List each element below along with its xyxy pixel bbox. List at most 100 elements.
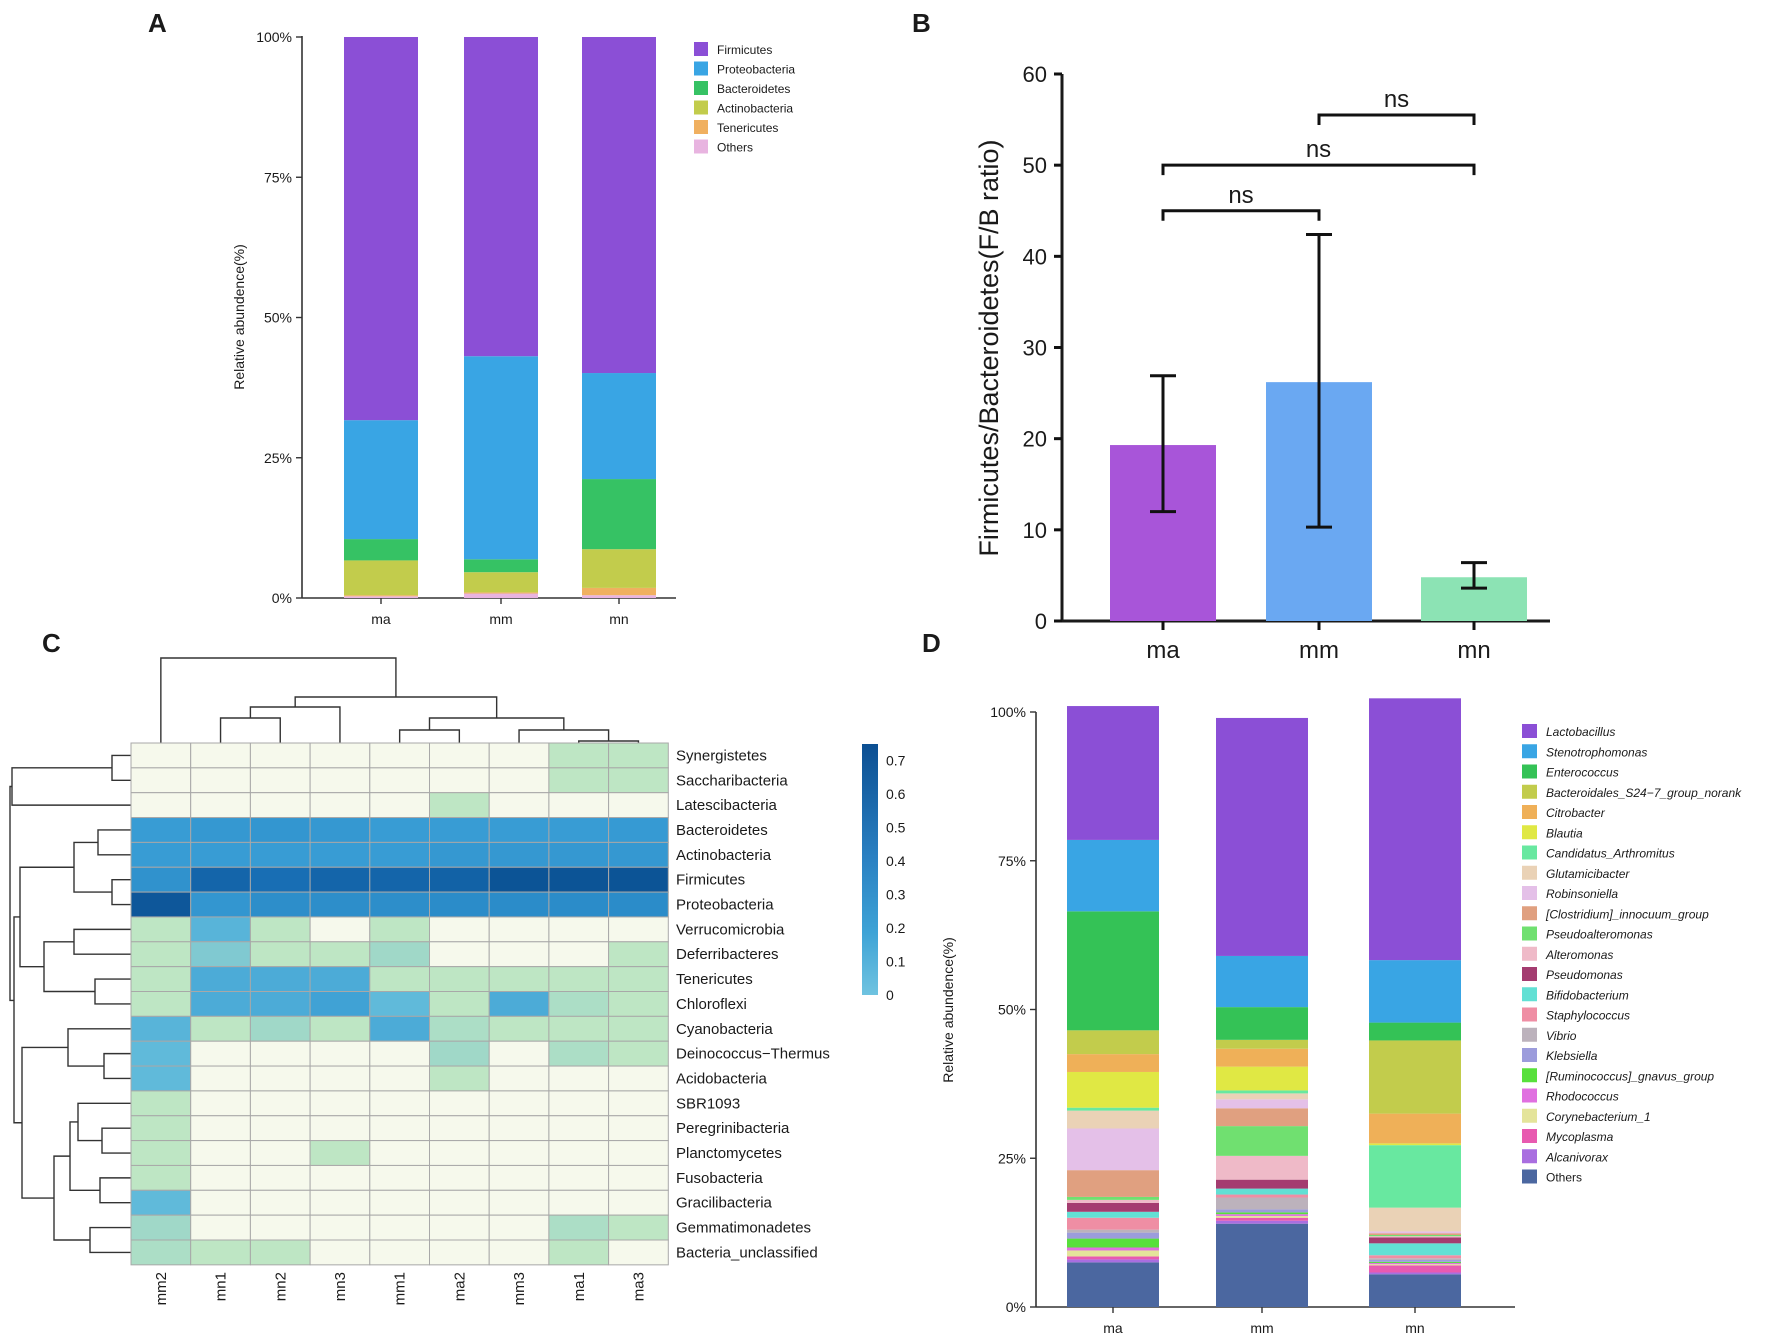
c-heatmap-cell <box>429 1040 490 1067</box>
d-legend-label: Stenotrophomonas <box>1546 745 1647 759</box>
d-bar-mn-20 <box>1369 1022 1461 1041</box>
a-bar-mm-5 <box>464 37 538 357</box>
b-xtick-label: mn <box>1457 637 1490 664</box>
c-heatmap-cell <box>130 1065 192 1092</box>
c-heatmap-cell <box>249 866 311 893</box>
c-row-label: Gemmatimonadetes <box>676 1220 811 1237</box>
c-row-dendrogram-root <box>9 785 14 1002</box>
c-heatmap-cell <box>249 941 311 968</box>
c-heatmap-cell <box>249 1040 311 1067</box>
a-legend-swatch <box>694 139 708 154</box>
c-heatmap-cell <box>429 866 490 893</box>
c-row-dendrogram-branch <box>67 1028 131 1067</box>
d-legend-swatch <box>1522 967 1537 981</box>
c-heatmap-cell <box>608 1115 669 1142</box>
c-heatmap-cell <box>190 1065 251 1092</box>
c-heatmap-cell <box>548 817 610 843</box>
c-row-dendrogram-branch <box>73 841 112 893</box>
c-heatmap-cell <box>309 1115 371 1142</box>
c-heatmap-cell <box>309 841 371 868</box>
c-heatmap-cell <box>309 742 371 769</box>
c-heatmap-cell <box>130 792 192 819</box>
d-legend-swatch <box>1522 1108 1537 1123</box>
c-heatmap-cell <box>488 941 550 968</box>
d-bar-mn-10 <box>1369 1237 1461 1244</box>
a-bar-mn-3 <box>582 479 656 550</box>
c-heatmap-cell <box>309 991 371 1017</box>
d-bar-mn-12 <box>1369 1235 1461 1237</box>
d-xtick-label: mm <box>1250 1320 1273 1336</box>
c-heatmap-cell <box>429 1015 490 1042</box>
c-row-label: Actinobacteria <box>676 847 772 864</box>
d-bar-ma-22 <box>1067 706 1159 840</box>
c-heatmap-cell <box>249 1065 311 1092</box>
a-xtick-label: mn <box>609 611 628 627</box>
a-legend-label: Actinobacteria <box>717 102 793 116</box>
a-legend-label: Tenericutes <box>717 121 778 135</box>
c-heatmap-cell <box>548 1040 610 1067</box>
a-legend-swatch <box>694 120 708 134</box>
c-colorbar-tick-label: 0 <box>886 987 894 1003</box>
d-bar-mm-10 <box>1216 1179 1308 1189</box>
c-row-dendrogram-branch <box>13 916 22 1124</box>
c-heatmap-cell <box>429 1239 490 1266</box>
d-bar-mn-0 <box>1369 1274 1461 1307</box>
c-heatmap-cell <box>429 1214 490 1241</box>
c-heatmap-cell <box>190 841 251 868</box>
a-legend-label: Others <box>717 141 753 155</box>
d-bar-mn-5 <box>1369 1261 1461 1263</box>
c-heatmap-cell <box>369 1090 430 1117</box>
c-row-label: Tenericutes <box>676 971 753 988</box>
d-bar-ma-15 <box>1067 1110 1159 1129</box>
c-heatmap-cell <box>130 916 192 943</box>
c-heatmap-cell <box>369 1040 430 1067</box>
d-bar-mn-15 <box>1369 1207 1461 1232</box>
d-xtick-label: ma <box>1103 1320 1123 1336</box>
d-bar-mn-19 <box>1369 1040 1461 1114</box>
c-row-label: Synergistetes <box>676 747 767 764</box>
d-bar-mn-4 <box>1369 1262 1461 1265</box>
c-heatmap-cell <box>190 1115 251 1142</box>
panel-letter-c: C <box>42 628 61 658</box>
c-heatmap-cell <box>429 1140 490 1166</box>
c-heatmap-cell <box>249 1090 311 1117</box>
c-colorbar-tick-label: 0.1 <box>886 954 906 970</box>
d-bar-mn-2 <box>1369 1265 1461 1273</box>
c-heatmap-cell <box>369 916 430 943</box>
d-bar-mm-17 <box>1216 1066 1308 1091</box>
a-bar-ma-3 <box>344 539 418 561</box>
d-bar-mn-9 <box>1369 1243 1461 1256</box>
a-legend-label: Proteobacteria <box>717 63 795 77</box>
b-significance-label: ns <box>1306 136 1331 163</box>
c-heatmap-cell <box>488 1214 550 1241</box>
d-legend-label: [Ruminococcus]_gnavus_group <box>1545 1069 1714 1083</box>
c-heatmap-cell <box>309 1164 371 1191</box>
panel-d-stacked-bar-chart: Relative abundence(%) 0% 25% 50% 75% 100% ma… <box>940 698 1742 1336</box>
d-bar-mm-7 <box>1216 1197 1308 1210</box>
b-significance-label: ns <box>1228 182 1253 209</box>
d-legend-swatch <box>1522 1149 1537 1164</box>
c-row-dendrogram-branch <box>77 1102 131 1142</box>
c-heatmap-cell <box>190 1164 251 1191</box>
c-heatmap-cell <box>429 941 490 968</box>
c-col-label: ma3 <box>630 1272 647 1301</box>
c-heatmap-cell <box>608 1040 669 1067</box>
d-bar-mm-22 <box>1216 717 1308 956</box>
c-column-dendrogram-branch <box>428 717 565 730</box>
d-bar-mm-19 <box>1216 1039 1308 1049</box>
c-heatmap-cell <box>190 1214 251 1241</box>
c-row-dendrogram-branch <box>111 878 131 906</box>
c-heatmap-cell <box>488 1164 550 1191</box>
c-row-dendrogram-branch <box>99 1177 131 1204</box>
c-heatmap-cell <box>548 966 610 993</box>
a-ytick-label: 100% <box>256 29 292 45</box>
c-row-dendrogram-branch <box>111 754 131 781</box>
c-row-label: Cyanobacteria <box>676 1021 773 1038</box>
c-row-label: Fusobacteria <box>676 1170 763 1187</box>
d-legend-swatch <box>1522 1007 1537 1022</box>
c-heatmap-cell <box>608 767 669 794</box>
c-heatmap-cell <box>488 1065 550 1092</box>
a-bar-ma-5 <box>344 37 418 421</box>
c-heatmap-cell <box>190 792 251 819</box>
